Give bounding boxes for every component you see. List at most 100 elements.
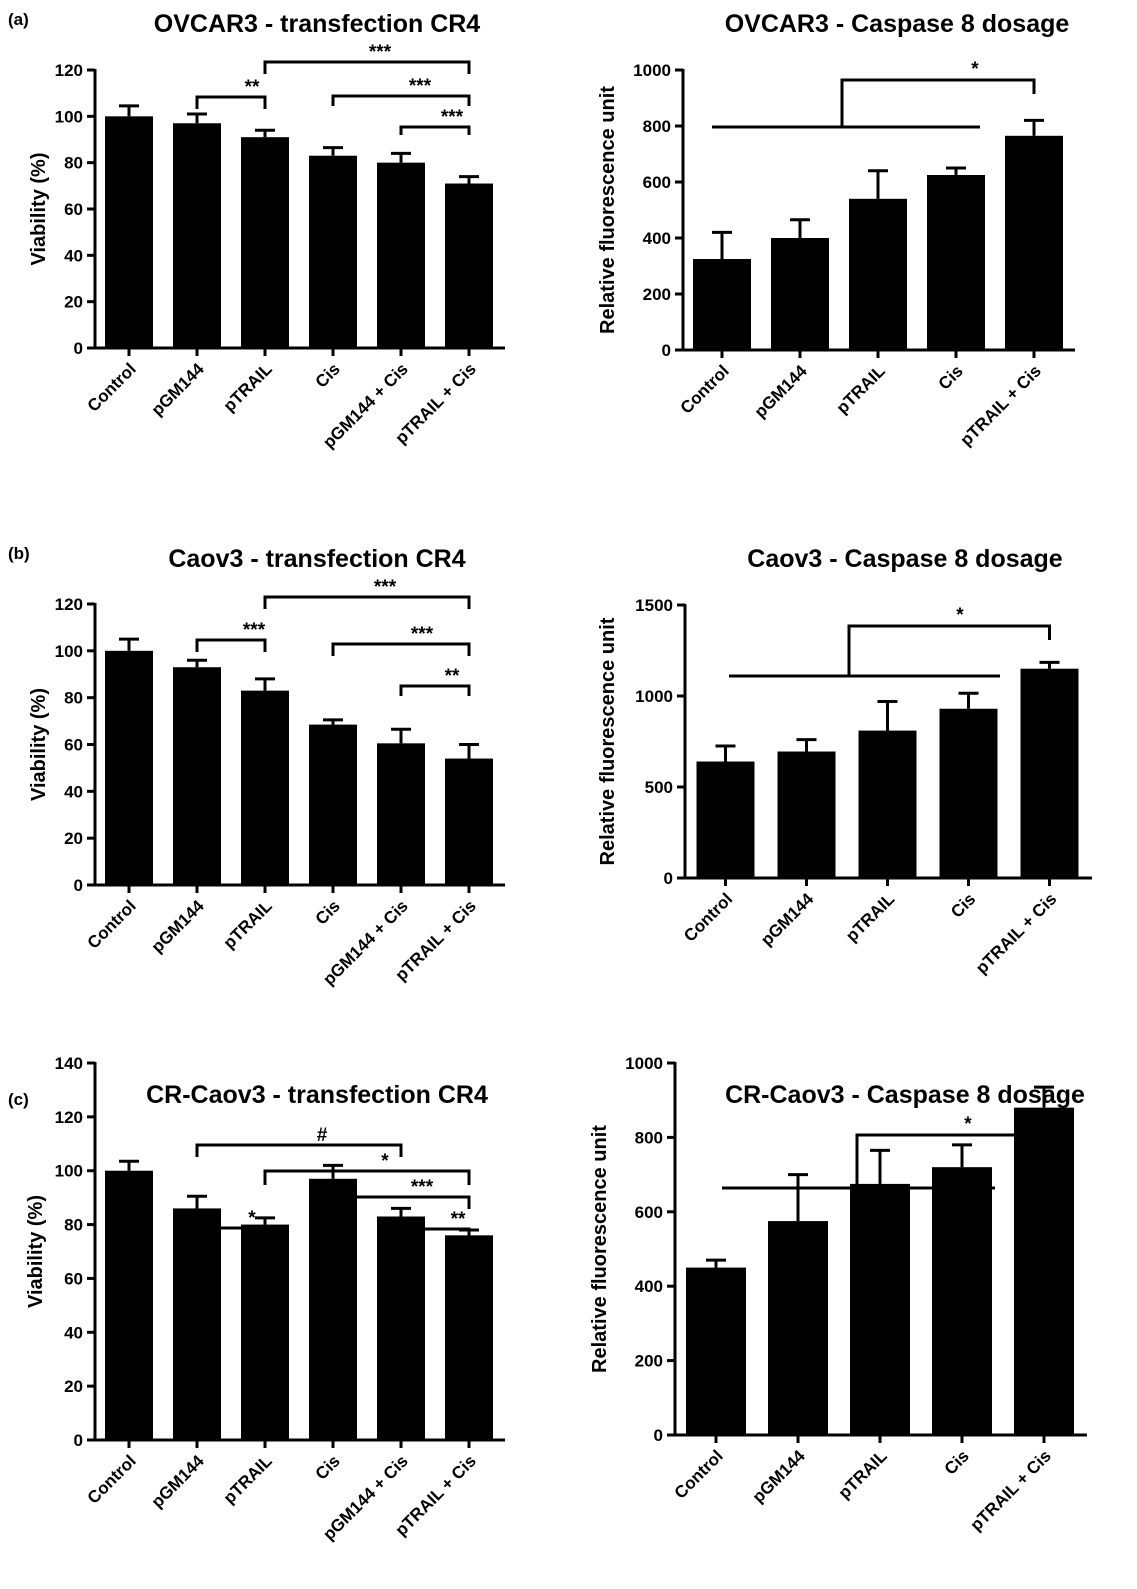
bar [686,1267,746,1435]
y-tick-label: 0 [74,1431,83,1450]
bar [858,730,917,878]
y-tick-label: 1000 [633,61,671,80]
y-tick-label: 60 [64,1269,83,1288]
y-tick-label: 40 [64,246,83,265]
x-tick-label: Control [84,359,140,415]
significance-label: *** [411,1177,434,1198]
bar [1005,135,1063,350]
significance-label: ** [245,77,260,98]
x-tick-label: Cis [312,896,344,928]
chart-1: OVCAR3 - transfection CR4 Viability (%) 0 2… [28,10,505,452]
significance-label: * [381,1151,389,1172]
x-tick-label: Control [84,1451,140,1507]
y-tick-label: 80 [64,154,83,173]
x-tick-label: Control [671,1446,727,1502]
significance-bracket [840,78,1036,127]
chart-6: CR-Caov3 - Caspase 8 dosage Relative fluo… [589,1054,1087,1535]
bar [768,1221,828,1435]
significance-bracket [195,1143,403,1157]
bar [241,1224,289,1440]
y-tick-label: 20 [64,829,83,848]
y-axis-label: Viability (%) [28,688,50,801]
chart-4: Caov3 - Caspase 8 dosage Relative fluores… [597,545,1092,978]
x-tick-label: Control [680,889,736,945]
significance-label: *** [411,624,434,645]
significance-bracket [399,125,471,135]
y-tick-label: 200 [643,285,671,304]
panel-label-b: (b) [8,544,30,563]
y-tick-label: 60 [64,200,83,219]
significance-bracket [195,638,267,652]
y-tick-label: 0 [662,341,671,360]
significance-label: *** [369,42,392,63]
significance-label: # [317,1125,328,1146]
bar [939,708,998,878]
significance-bracket [263,1169,471,1185]
bar [377,743,425,885]
chart-2: OVCAR3 - Caspase 8 dosage Relative fluore… [597,10,1075,450]
x-tick-label: pGM144 [751,361,812,422]
significance-label: * [248,1208,256,1229]
bar [309,724,357,885]
x-tick-label: pTRAIL [835,1446,891,1502]
bar [850,1183,910,1435]
y-tick-label: 0 [654,1426,663,1445]
y-tick-label: 40 [64,1323,83,1342]
x-tick-label: Cis [947,889,979,921]
significance-bracket [399,1227,471,1241]
y-axis-label: Relative fluorescence unit [589,1125,611,1373]
bar [445,758,493,885]
significance-bracket [195,1226,267,1240]
y-tick-label: 140 [55,1054,83,1073]
x-tick-label: Control [84,896,140,952]
bar [241,137,289,348]
significance-label: *** [243,620,266,641]
y-tick-label: 120 [55,1108,83,1127]
y-tick-label: 100 [55,1162,83,1181]
chart-5: CR-Caov3 - transfection CR4 Viability (%)… [25,1054,505,1544]
significance-label: * [956,605,964,626]
y-tick-label: 600 [635,1203,663,1222]
y-tick-label: 0 [664,869,673,888]
bar [445,1235,493,1440]
x-tick-label: pTRAIL [833,361,889,417]
y-tick-label: 100 [55,642,83,661]
y-axis-label: Relative fluorescence unit [597,617,619,865]
y-tick-label: 0 [74,339,83,358]
x-tick-label: Cis [941,1446,973,1478]
significance-bracket [331,94,471,106]
bar [105,116,153,348]
y-tick-label: 200 [635,1352,663,1371]
y-tick-label: 120 [55,595,83,614]
y-tick-label: 1000 [635,687,673,706]
x-tick-label: pGM144 [757,889,818,950]
y-tick-label: 400 [643,229,671,248]
significance-bracket [855,1133,1046,1188]
panel-label-a: (a) [8,10,29,29]
bar [105,650,153,885]
x-tick-label: pTRAIL [842,889,898,945]
bar [241,690,289,885]
x-tick-label: pTRAIL + Cis [956,361,1044,449]
chart-title: CR-Caov3 - Caspase 8 dosage [725,1081,1085,1109]
y-tick-label: 1000 [625,1054,663,1073]
y-tick-label: 100 [55,107,83,126]
y-axis-label: Viability (%) [25,1195,47,1308]
x-tick-label: Cis [312,359,344,391]
x-tick-label: pTRAIL [220,1451,276,1507]
y-axis-label: Relative fluorescence unit [597,86,619,334]
significance-bracket [195,95,267,109]
x-tick-label: Control [677,361,733,417]
x-tick-label: pGM144 [749,1446,810,1507]
significance-bracket [331,642,471,656]
bar [696,761,755,878]
bar [377,1216,425,1440]
significance-label: ** [451,1209,466,1230]
x-tick-label: pGM144 [148,1451,209,1512]
bar [849,198,907,350]
bar [1020,668,1079,878]
bar [173,1208,221,1440]
x-tick-label: Cis [935,361,967,393]
x-tick-label: pGM144 [148,359,209,420]
